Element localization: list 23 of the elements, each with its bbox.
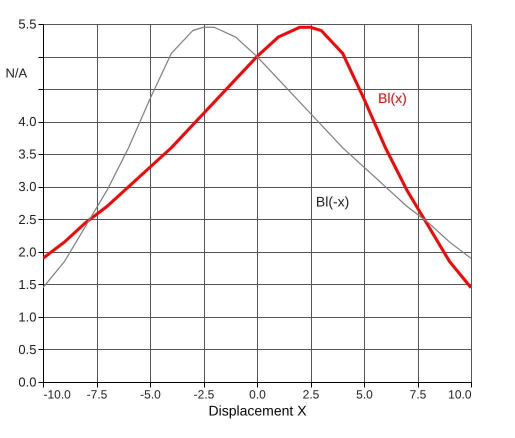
y-tick-label: 5.5 (18, 16, 36, 32)
series-label: Bl(x) (378, 90, 407, 106)
x-tick-label: -7.5 (86, 388, 108, 402)
x-axis-title: Displacement X (208, 402, 308, 418)
x-tick-label: 10.0 (448, 388, 472, 402)
y-tick-label: 3.0 (18, 179, 36, 194)
x-tick-label: 2.5 (302, 388, 320, 402)
x-tick-label: -5.0 (140, 388, 162, 402)
x-tick-label: -10.0 (44, 388, 72, 402)
text: Bl(-x) (316, 194, 350, 210)
x-tick-label: -2.5 (194, 388, 215, 402)
x-tick-label: 0.0 (249, 388, 266, 402)
y-axis-title: N/A (6, 66, 28, 80)
y-tick-label: 4.0 (18, 114, 36, 130)
y-tick-label: 2.5 (18, 212, 36, 227)
y-tick-label: 0.5 (18, 342, 36, 357)
x-tick-label: 7.5 (410, 388, 427, 402)
x-tick-label: 5.0 (356, 388, 374, 402)
y-tick-label: 1.5 (18, 276, 36, 292)
y-tick-label: 3.5 (18, 146, 36, 162)
y-tick-label: 1.0 (18, 309, 36, 324)
y-tick-label: 2.0 (18, 244, 36, 260)
y-tick-label: 0.0 (18, 374, 36, 390)
